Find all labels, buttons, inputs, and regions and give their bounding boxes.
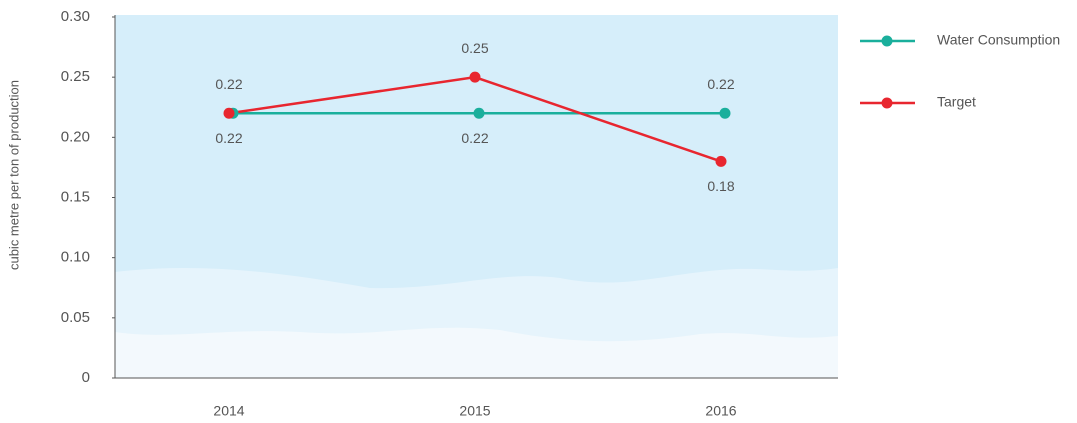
- legend-marker: [881, 35, 893, 47]
- y-tick-label: 0.25: [61, 68, 90, 85]
- y-axis-title: cubic metre per ton of production: [6, 80, 21, 270]
- legend-label: Target: [937, 94, 976, 110]
- data-point: [469, 71, 481, 83]
- legend-marker: [881, 97, 893, 109]
- data-point: [473, 107, 485, 119]
- data-label: 0.22: [215, 76, 242, 92]
- y-tick-label: 0.30: [61, 8, 90, 25]
- y-tick-label: 0.15: [61, 188, 90, 205]
- x-tick-label: 2016: [705, 403, 736, 419]
- x-tick-label: 2014: [213, 403, 244, 419]
- data-label: 0.18: [707, 178, 734, 194]
- data-point: [223, 107, 235, 119]
- x-tick-label: 2015: [459, 403, 490, 419]
- data-label: 0.22: [707, 76, 734, 92]
- data-label: 0.25: [461, 40, 488, 56]
- data-point: [715, 155, 727, 167]
- y-tick-label: 0: [82, 369, 90, 386]
- y-tick-label: 0.20: [61, 128, 90, 145]
- wave: [115, 327, 838, 378]
- data-label: 0.22: [215, 130, 242, 146]
- y-tick-label: 0.05: [61, 309, 90, 326]
- y-tick-label: 0.10: [61, 249, 90, 266]
- legend-label: Water Consumption: [937, 32, 1060, 48]
- data-label: 0.22: [461, 130, 488, 146]
- data-point: [719, 107, 731, 119]
